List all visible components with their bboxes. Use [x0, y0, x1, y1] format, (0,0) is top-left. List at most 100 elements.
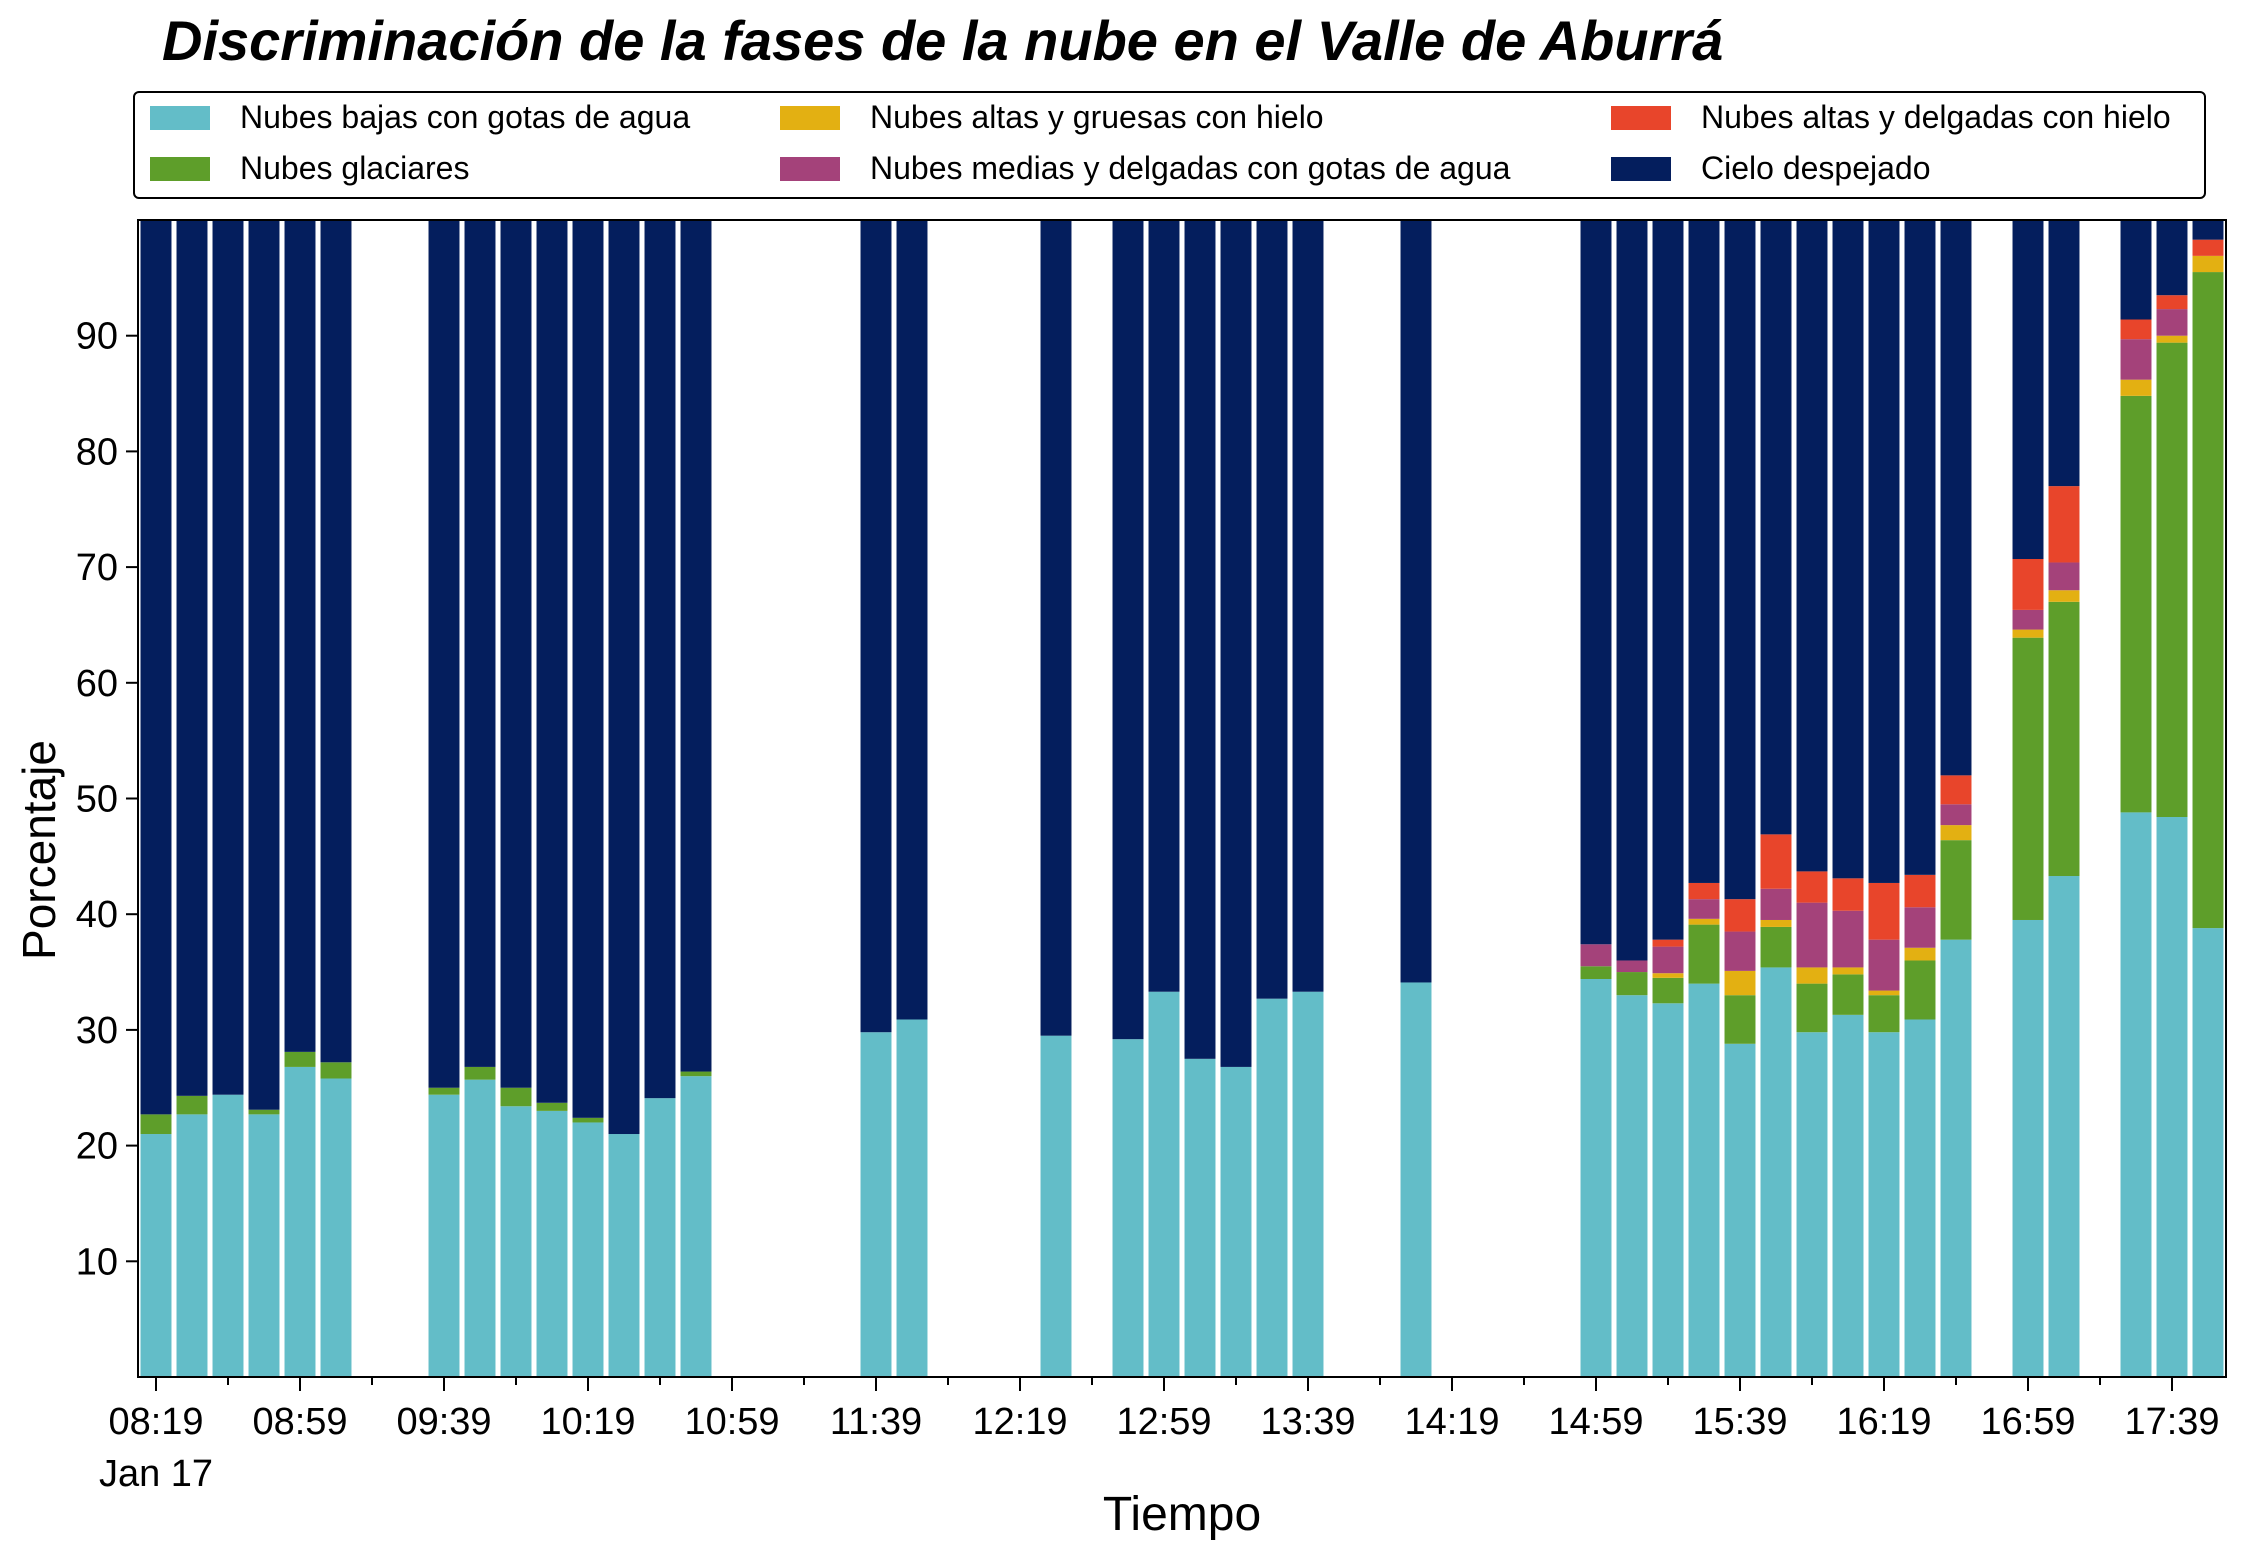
bar-segment [1832, 220, 1864, 879]
bar-segment [1904, 220, 1936, 875]
bar-segment [140, 220, 172, 1115]
bar-segment [1760, 888, 1792, 920]
x-tick-label: 14:19 [1404, 1401, 1499, 1443]
x-axis: 08:19 08:59 09:39 10:19 10:59 11:39 12:19 12:59… [99, 1377, 2220, 1495]
bar-segment [500, 1106, 532, 1377]
legend-item-nubes-medias-delgadas: Nubes medias y delgadas con gotas de agu… [780, 150, 1510, 187]
bar-segment [464, 220, 496, 1067]
bar-segment [2120, 220, 2152, 320]
bar-segment [572, 1117, 604, 1123]
legend-label: Nubes bajas con gotas de agua [240, 99, 691, 135]
bar-segment [1688, 882, 1720, 900]
x-tick-label: 09:39 [396, 1401, 491, 1443]
bar-segment [680, 220, 712, 1072]
bar-segment [1940, 804, 1972, 826]
bar-segment [2012, 629, 2044, 638]
bar-segment [2048, 601, 2080, 877]
x-tick-label: 16:19 [1836, 1401, 1931, 1443]
bar-segment [1652, 939, 1684, 947]
chart-title: Discriminación de la fases de la nube en… [162, 9, 1724, 72]
bar-segment [1652, 220, 1684, 940]
bars-group [140, 220, 2224, 1377]
bar-segment [1832, 910, 1864, 968]
bar-segment [2156, 335, 2188, 343]
bar-segment [1112, 1039, 1144, 1377]
bar-segment [2192, 272, 2224, 929]
bar-segment [1148, 220, 1180, 992]
bar-segment [1760, 919, 1792, 927]
bar-segment [860, 1032, 892, 1377]
legend-swatch [1611, 105, 1671, 130]
bar-segment [248, 220, 280, 1110]
bar-segment [1760, 834, 1792, 889]
bar-segment [1904, 947, 1936, 961]
bar-segment [572, 220, 604, 1118]
bar-segment [1112, 220, 1144, 1040]
bar-segment [1688, 918, 1720, 925]
bar-segment [320, 1062, 352, 1079]
bar-segment [1724, 220, 1756, 900]
bar-segment [1796, 871, 1828, 903]
x-tick-label: 08:19 [108, 1401, 203, 1443]
bar-segment [2156, 295, 2188, 310]
x-axis-label: Tiempo [1103, 1488, 1261, 1541]
bar-segment [1616, 220, 1648, 961]
bar-segment [1652, 946, 1684, 974]
bar-segment [1940, 775, 1972, 805]
bar-segment [1724, 995, 1756, 1044]
bar-segment [536, 220, 568, 1103]
bar-segment [2120, 339, 2152, 380]
x-tick-label: 08:59 [252, 1401, 347, 1443]
bar-segment [1220, 1066, 1252, 1377]
bar-segment [1904, 960, 1936, 1020]
bar-segment [1868, 990, 1900, 996]
bar-segment [2192, 239, 2224, 256]
bar-segment [320, 220, 352, 1063]
bar-segment [1940, 220, 1972, 776]
bar-segment [2156, 220, 2188, 296]
bar-segment [1652, 1003, 1684, 1377]
y-tick-label: 80 [76, 431, 118, 473]
bar-segment [2012, 609, 2044, 630]
bar-segment [1832, 1014, 1864, 1377]
legend-swatch [150, 156, 210, 181]
bar-segment [1724, 970, 1756, 996]
bar-segment [2012, 637, 2044, 920]
bar-segment [284, 220, 316, 1052]
bar-segment [1580, 978, 1612, 1377]
bar-segment [1256, 998, 1288, 1377]
bar-segment [1796, 967, 1828, 984]
bar-segment [2048, 562, 2080, 591]
plot-frame [137, 219, 2227, 1378]
bar-segment [212, 1094, 244, 1377]
bar-segment [140, 1114, 172, 1135]
bar-segment [1904, 874, 1936, 908]
y-tick-label: 10 [76, 1241, 118, 1283]
bar-segment [1688, 983, 1720, 1377]
y-tick-label: 20 [76, 1126, 118, 1168]
bar-segment [1760, 926, 1792, 968]
bar-segment [860, 220, 892, 1033]
bar-segment [536, 1110, 568, 1377]
bar-segment [1688, 924, 1720, 984]
bar-segment [284, 1051, 316, 1067]
bar-segment [1760, 967, 1792, 1377]
bar-segment [1832, 878, 1864, 911]
bar-segment [1040, 220, 1072, 1036]
bar-segment [428, 1087, 460, 1095]
bar-segment [1616, 995, 1648, 1377]
y-axis-label: Porcentaje [13, 740, 65, 960]
bar-segment [1256, 220, 1288, 999]
bar-segment [1796, 1032, 1828, 1377]
bar-segment [1292, 220, 1324, 992]
bar-segment [680, 1071, 712, 1077]
x-tick-label: 16:59 [1980, 1401, 2075, 1443]
bar-segment [1904, 1019, 1936, 1377]
x-tick-sublabel: Jan 17 [99, 1453, 213, 1495]
y-tick-label: 30 [76, 1010, 118, 1052]
bar-segment [1652, 973, 1684, 978]
bar-segment [2012, 919, 2044, 1377]
legend-item-nubes-bajas: Nubes bajas con gotas de agua [150, 99, 690, 136]
bar-segment [1148, 991, 1180, 1377]
